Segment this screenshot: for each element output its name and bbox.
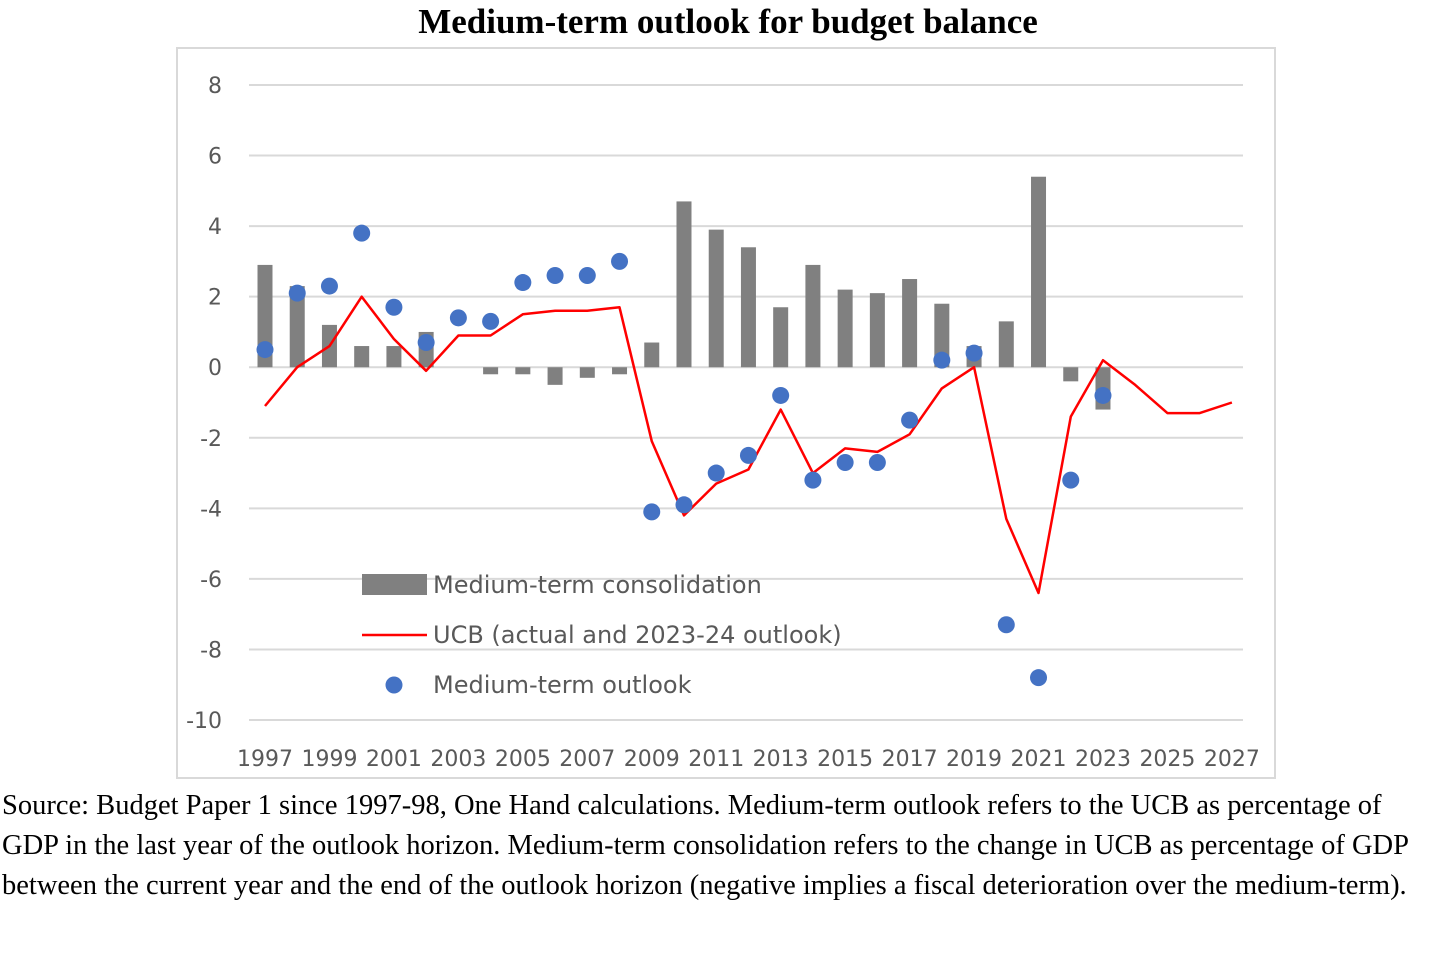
y-tick-label: 0 <box>208 356 222 381</box>
y-tick-label: 4 <box>208 215 222 240</box>
scatter-point <box>449 309 467 327</box>
bar <box>837 289 853 368</box>
bar <box>1031 176 1047 368</box>
bar <box>773 307 789 368</box>
bar <box>644 342 660 368</box>
scatter-point <box>1030 669 1048 687</box>
legend: Medium-term consolidation UCB (actual and… <box>362 571 842 699</box>
y-tick-label: -6 <box>200 568 222 593</box>
bar <box>708 229 724 368</box>
bar <box>289 286 305 368</box>
scatter-point <box>353 224 371 242</box>
x-tick-label: 2005 <box>495 747 551 772</box>
x-tick-label: 2027 <box>1204 747 1260 772</box>
x-tick-label: 2019 <box>946 747 1002 772</box>
bar <box>386 346 402 368</box>
bar <box>934 303 950 368</box>
x-tick-label: 2013 <box>753 747 809 772</box>
x-tick-label: 2025 <box>1139 747 1195 772</box>
legend-label: UCB (actual and 2023-24 outlook) <box>433 621 842 649</box>
legend-swatch-dot <box>385 676 403 694</box>
bar <box>1063 367 1079 382</box>
scatter-point <box>643 503 661 521</box>
scatter-point <box>965 344 983 362</box>
scatter-point <box>482 312 500 330</box>
scatter-point <box>707 464 725 482</box>
scatter-point <box>288 284 306 302</box>
x-tick-label: 2023 <box>1075 747 1131 772</box>
scatter-point <box>1094 386 1112 404</box>
scatter-point <box>772 386 790 404</box>
bar <box>354 346 370 368</box>
y-axis-ticks: 8 6 4 2 0 -2 -4 -6 -8 -10 <box>186 74 222 734</box>
bar <box>579 367 595 378</box>
x-tick-label: 2011 <box>688 747 744 772</box>
chart-title: Medium-term outlook for budget balance <box>418 2 1038 41</box>
legend-swatch-bar <box>362 574 427 595</box>
y-tick-label: -8 <box>200 638 222 663</box>
x-tick-label: 2017 <box>882 747 938 772</box>
x-tick-label: 2021 <box>1011 747 1067 772</box>
bar <box>998 321 1014 368</box>
scatter-point <box>417 334 435 352</box>
scatter-point <box>514 274 532 292</box>
bar-series <box>257 176 1111 410</box>
bar <box>805 264 821 368</box>
bar <box>547 367 563 385</box>
x-tick-label: 2001 <box>366 747 422 772</box>
scatter-point <box>933 351 951 369</box>
bar <box>483 367 499 375</box>
scatter-point <box>1062 471 1080 489</box>
bar <box>612 367 628 375</box>
y-tick-label: 8 <box>208 74 222 99</box>
line-series <box>264 295 1233 595</box>
x-tick-label: 1999 <box>301 747 357 772</box>
scatter-point <box>836 453 854 471</box>
scatter-point <box>320 277 338 295</box>
bar <box>902 279 918 368</box>
scatter-point <box>804 471 822 489</box>
scatter-point <box>256 341 274 359</box>
legend-label: Medium-term consolidation <box>433 571 762 599</box>
bar <box>676 201 692 368</box>
scatter-point <box>546 267 564 284</box>
scatter-point <box>868 453 886 471</box>
bar <box>869 293 885 368</box>
scatter-point <box>578 267 596 284</box>
scatter-series <box>256 224 1112 687</box>
scatter-point <box>997 616 1015 634</box>
legend-label: Medium-term outlook <box>433 671 692 699</box>
scatter-point <box>739 446 757 464</box>
x-tick-label: 2007 <box>559 747 615 772</box>
chart: 8 6 4 2 0 -2 -4 -6 -8 -10 1997 1999 2001 2003 2005 200… <box>176 47 1276 779</box>
x-tick-label: 1997 <box>237 747 293 772</box>
scatter-point <box>611 252 629 270</box>
source-caption: Source: Budget Paper 1 since 1997-98, On… <box>2 790 1408 901</box>
x-axis-ticks: 1997 1999 2001 2003 2005 2007 2009 2011 2013 2015… <box>237 747 1260 772</box>
y-tick-label: 6 <box>208 145 222 170</box>
x-tick-label: 2003 <box>430 747 486 772</box>
scatter-point <box>901 411 919 429</box>
bar <box>515 367 531 375</box>
bar <box>257 264 273 368</box>
scatter-point <box>675 496 693 514</box>
scatter-point <box>385 298 403 316</box>
y-tick-label: 2 <box>208 286 222 311</box>
bar <box>740 247 756 368</box>
y-tick-label: -2 <box>200 427 222 452</box>
line-series-path <box>264 295 1233 595</box>
y-tick-label: -10 <box>186 709 222 734</box>
y-tick-label: -4 <box>200 497 222 522</box>
x-tick-label: 2009 <box>624 747 680 772</box>
x-tick-label: 2015 <box>817 747 873 772</box>
plot-frame <box>176 47 1276 779</box>
